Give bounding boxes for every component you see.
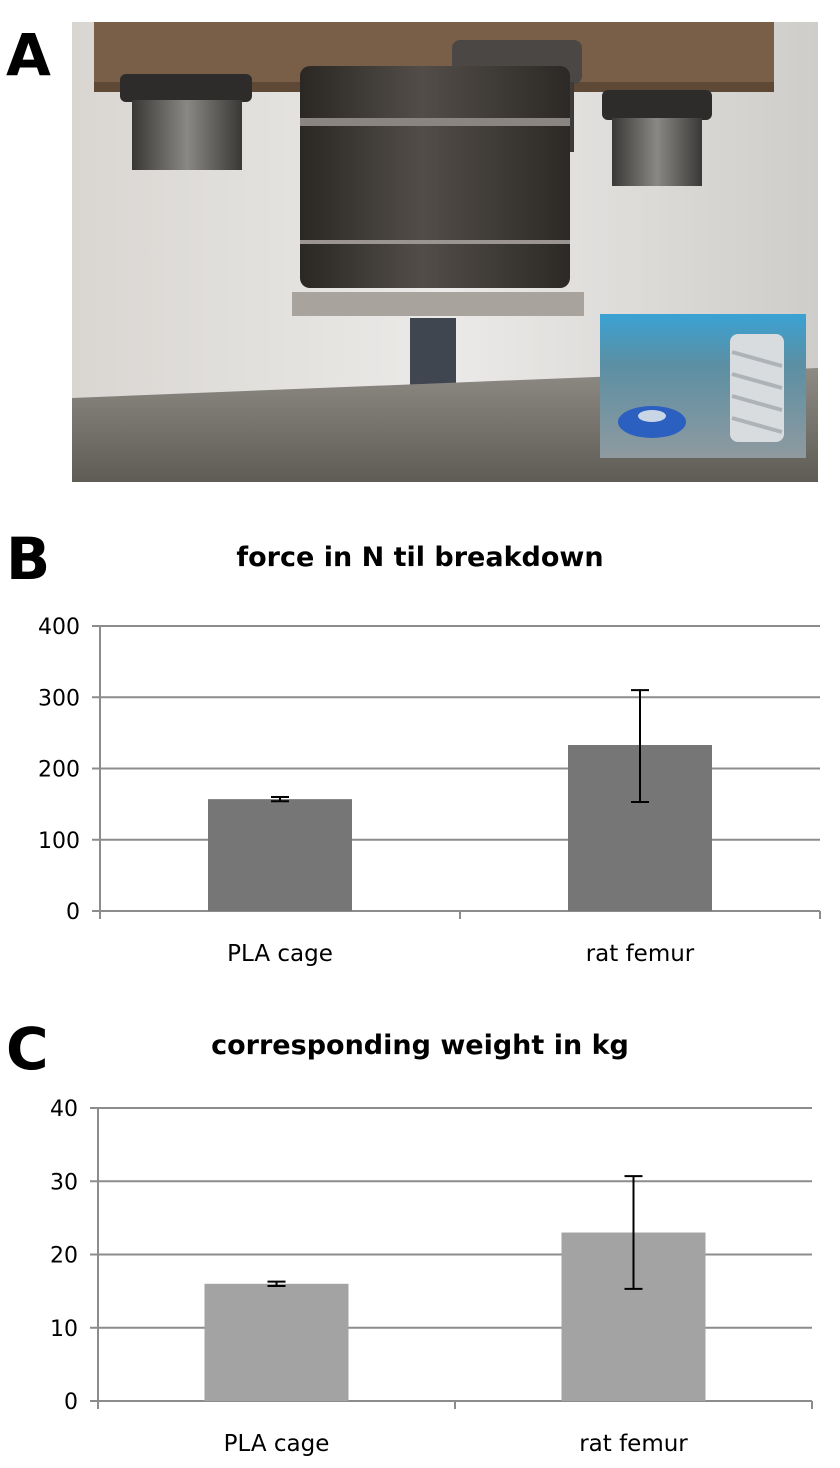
chart-b-ytick-label: 300 — [38, 686, 80, 711]
chart-b-bar-pla-cage — [208, 799, 352, 911]
chart-b-ytick-label: 100 — [38, 829, 80, 854]
chart-b-category-label: PLA cage — [227, 941, 333, 967]
chart-c: 0 10 20 30 40 PLA cage rat femur — [50, 1097, 813, 1457]
panel-label-b: B — [6, 525, 51, 593]
chart-c-ytick-label: 0 — [64, 1390, 78, 1415]
chart-b: 0 100 200 300 400 PLA cage rat femur — [38, 615, 821, 967]
chart-c-category-label: rat femur — [579, 1431, 688, 1457]
chart-b-category-label: rat femur — [586, 941, 695, 967]
chart-b-ytick-label: 0 — [66, 900, 80, 925]
chart-c-ytick-label: 30 — [50, 1170, 78, 1195]
chart-c-ytick-label: 40 — [50, 1097, 78, 1122]
chart-c-title: corresponding weight in kg — [211, 1030, 629, 1061]
chart-b-ytick-label: 400 — [38, 615, 80, 640]
compression-test-photo — [72, 22, 818, 482]
chart-c-ytick-label: 20 — [50, 1244, 78, 1269]
panel-label-c: C — [6, 1015, 49, 1083]
chart-c-bar-pla-cage — [204, 1283, 349, 1401]
chart-b-ytick-label: 200 — [38, 758, 80, 783]
chart-b-title: force in N til breakdown — [236, 542, 604, 573]
chart-c-ytick-label: 10 — [50, 1317, 78, 1342]
panel-label-a: A — [6, 21, 51, 89]
chart-c-category-label: PLA cage — [224, 1431, 330, 1457]
